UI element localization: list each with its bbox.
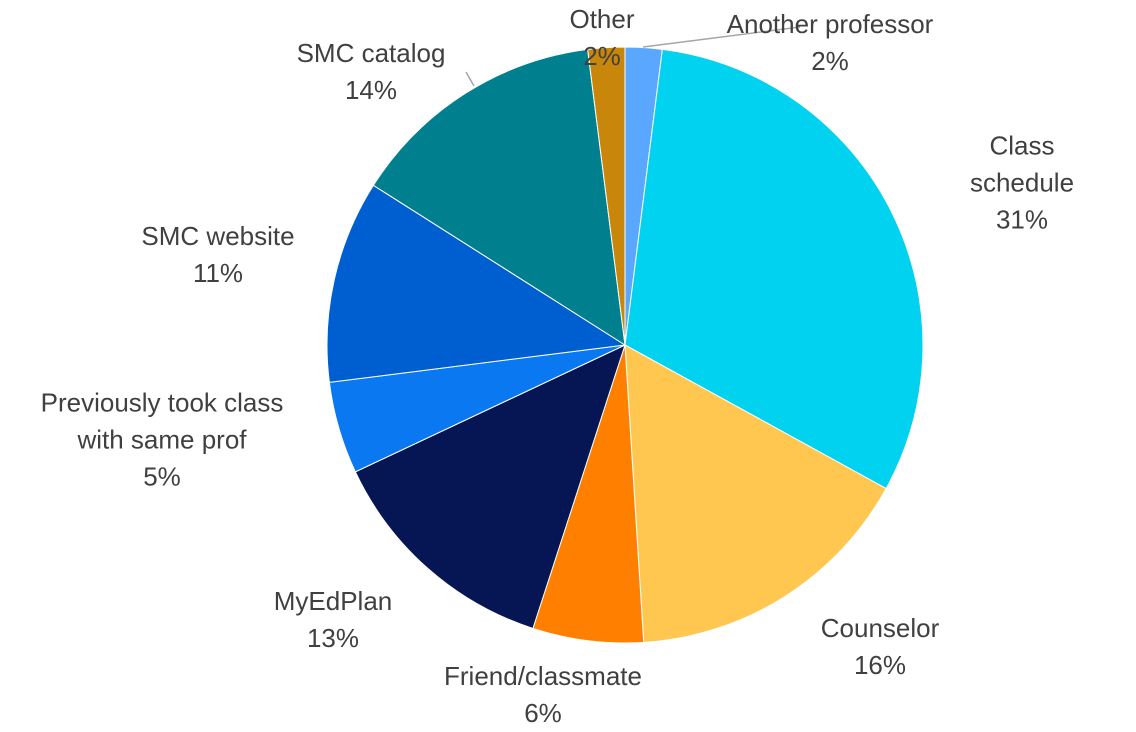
slice-name: Previously took class with same prof	[40, 387, 284, 455]
pie-slice	[372, 48, 626, 346]
slice-label: Previously took class with same prof 5%	[41, 385, 284, 496]
slice-label: SMC website 11%	[141, 218, 294, 292]
pie-slice	[624, 344, 887, 643]
slice-name: Counselor	[820, 613, 940, 643]
slice-value: 11%	[192, 258, 244, 288]
slice-value: 14%	[344, 75, 398, 105]
pie-slice	[354, 344, 626, 630]
pie-slice	[587, 46, 626, 346]
leader-line	[642, 26, 801, 48]
slice-label: SMC catalog 14%	[297, 35, 446, 109]
pie-slice	[624, 48, 924, 490]
slice-value: 2%	[583, 41, 621, 71]
slice-label: MyEdPlan 13%	[274, 583, 393, 657]
slice-name: Friend/classmate	[444, 661, 642, 691]
slice-name: SMC catalog	[296, 38, 446, 68]
slice-name: MyEdPlan	[273, 586, 393, 616]
slice-value: 6%	[524, 698, 562, 728]
pie-slice	[326, 184, 627, 383]
slice-name: Another professor	[726, 9, 934, 39]
slice-label: Class schedule 31%	[965, 128, 1079, 239]
slice-value: 13%	[306, 623, 360, 653]
slice-name: SMC website	[141, 221, 295, 251]
slice-label: Other 2%	[569, 1, 634, 75]
slice-name: Other	[569, 4, 635, 34]
slice-label: Friend/classmate 6%	[444, 658, 642, 732]
slice-value: 31%	[995, 204, 1049, 235]
slice-value: 5%	[143, 461, 181, 492]
slice-value: 2%	[811, 46, 849, 76]
slice-name: Class schedule	[969, 130, 1075, 198]
slice-label: Another professor 2%	[727, 6, 934, 80]
slice-label: Counselor 16%	[821, 610, 940, 684]
leader-line	[465, 71, 475, 87]
slice-value: 16%	[853, 650, 907, 680]
